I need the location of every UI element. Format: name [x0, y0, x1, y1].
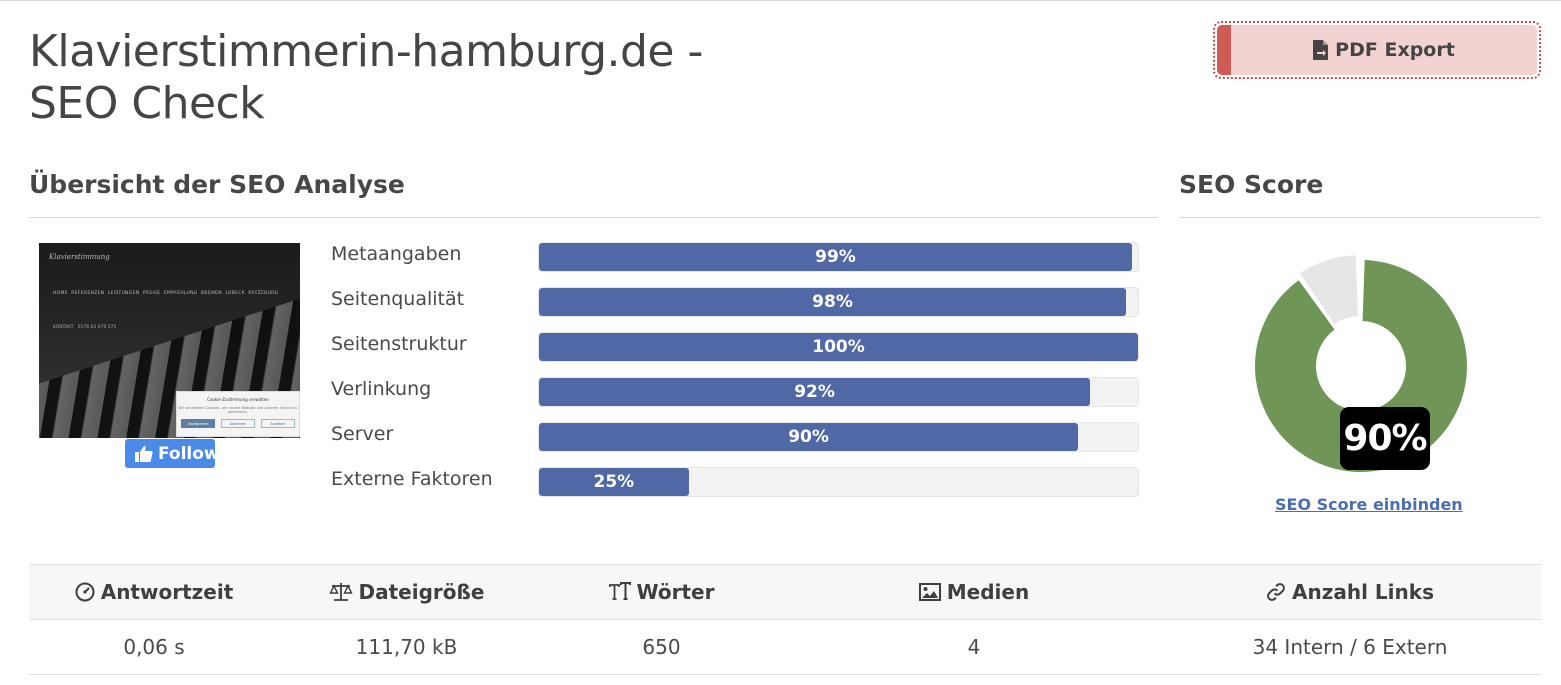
stats-header-antwortzeit: Antwortzeit [29, 565, 279, 619]
metric-label-seitenqualitaet: Seitenqualität [331, 288, 465, 310]
stats-header-label: Antwortzeit [100, 580, 234, 604]
follow-label: Follow [158, 443, 215, 464]
metric-bar-fill: 99% [539, 243, 1132, 271]
thumbnail-site-logo: Klavierstimmung [49, 253, 110, 261]
metric-bar-metaangaben: 99% [538, 242, 1139, 272]
overview-divider [29, 217, 1158, 218]
stats-header-dateigroesse: Dateigröße [279, 565, 534, 619]
thumbnail-site-navigation: HOME REFERENZEN LEISTUNGEN PREISE EMPFEH… [53, 291, 279, 296]
stats-header-label: Medien [946, 580, 1030, 604]
stat-value-antwortzeit: 0,06 s [123, 635, 185, 659]
seo-score-divider [1179, 217, 1541, 218]
pdf-export-button[interactable]: PDF Export [1213, 21, 1541, 79]
metric-bar-seitenstruktur: 100% [538, 332, 1139, 362]
stats-header-label: Anzahl Links [1292, 580, 1434, 604]
pdf-file-icon [1313, 40, 1329, 60]
seo-score-heading: SEO Score [1179, 170, 1324, 199]
stat-value-woerter: 650 [642, 635, 681, 659]
thumbnail-site-contact: KONTAKT 0176 61 670 571 [53, 325, 117, 330]
metric-label-metaangaben: Metaangaben [331, 243, 462, 265]
metric-bar-fill: 98% [539, 288, 1127, 316]
metric-label-seitenstruktur: Seitenstruktur [331, 333, 467, 355]
page-title-line-2: SEO Check [29, 78, 265, 129]
top-divider [0, 0, 1561, 1]
stat-value-dateigroesse: 111,70 kB [355, 635, 458, 659]
metric-bar-fill: 92% [539, 378, 1091, 406]
metric-bar-verlinkung: 92% [538, 377, 1139, 407]
stats-header-medien: Medien [789, 565, 1159, 619]
overview-heading: Übersicht der SEO Analyse [29, 170, 405, 199]
donut-remaining-segment [1300, 255, 1358, 324]
metric-bar-fill: 25% [539, 468, 689, 496]
page-title: Klavierstimmerin-hamburg.de - SEO Check [29, 26, 703, 130]
page-title-line-1: Klavierstimmerin-hamburg.de - [29, 26, 703, 77]
image-icon [918, 583, 941, 601]
facebook-follow-button[interactable]: Follow [125, 439, 215, 468]
stat-value-anzahl-links: 34 Intern / 6 Extern [1252, 635, 1448, 659]
stats-header-label: Dateigröße [358, 580, 485, 604]
stat-value-medien: 4 [967, 635, 981, 659]
link-icon [1267, 583, 1285, 601]
seo-score-badge: 90% [1340, 407, 1430, 470]
metric-label-verlinkung: Verlinkung [331, 378, 432, 400]
pdf-export-button-body: PDF Export [1217, 25, 1537, 75]
metric-bar-seitenqualitaet: 98% [538, 287, 1139, 317]
text-height-icon [608, 582, 631, 600]
stats-header-row: Antwortzeit Dateigröße Wörter Medien Anz… [29, 564, 1541, 620]
pdf-export-label: PDF Export [1335, 39, 1455, 61]
stats-header-label: Wörter [636, 580, 715, 604]
gauge-icon [75, 582, 95, 602]
metric-bar-externe-faktoren: 25% [538, 467, 1139, 497]
metric-label-server: Server [331, 423, 394, 445]
metric-bar-server: 90% [538, 422, 1139, 452]
metric-bar-fill: 90% [539, 423, 1079, 451]
website-screenshot-thumbnail: Klavierstimmung HOME REFERENZEN LEISTUNG… [39, 243, 300, 438]
stats-values-row: 0,06 s 111,70 kB 650 4 34 Intern / 6 Ext… [29, 620, 1541, 675]
thumbs-up-icon [135, 446, 153, 462]
metric-bar-fill: 100% [539, 333, 1138, 361]
scale-icon [328, 583, 353, 601]
seo-score-embed-link[interactable]: SEO Score einbinden [1275, 495, 1463, 514]
metric-label-externe-faktoren: Externe Faktoren [331, 468, 493, 490]
thumbnail-cookie-dialog: Cookie-Zustimmung verwalten Wir verwende… [176, 391, 300, 437]
stats-header-woerter: Wörter [534, 565, 789, 619]
stats-header-anzahl-links: Anzahl Links [1159, 565, 1541, 619]
